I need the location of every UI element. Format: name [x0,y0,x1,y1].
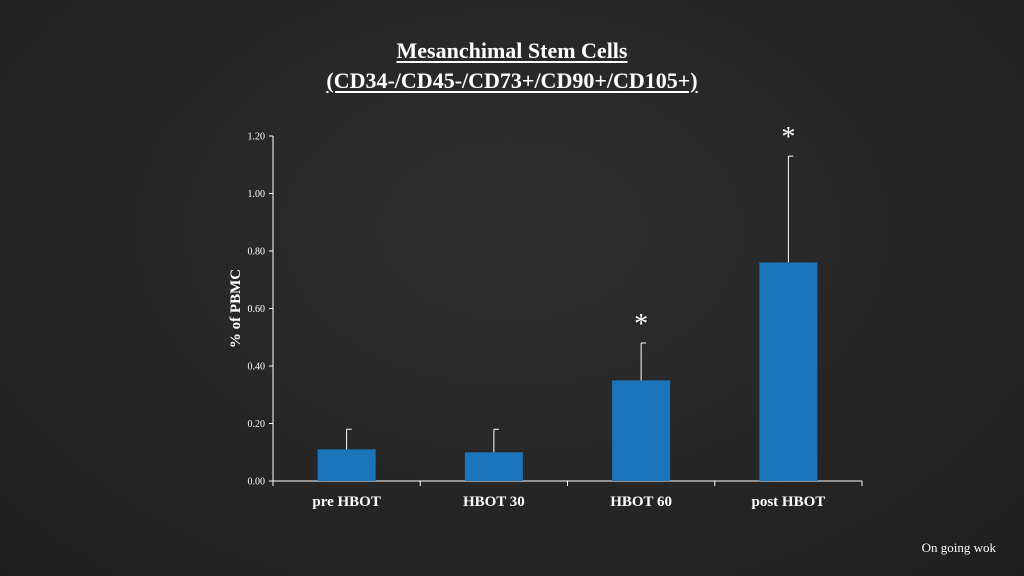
significance-marker: * [634,309,648,340]
x-category-label: HBOT 60 [610,494,672,510]
chart-labels: 0.00 0.20 0.40 0.60 0.80 1.00 1.20 pre HBOT HBOT… [228,122,825,510]
bar-pre-hbot [317,449,376,481]
x-category-label: post HBOT [751,494,825,510]
y-tick-label: 0.20 [248,419,266,430]
y-tick-label: 0.80 [248,247,266,258]
bar-post-hbot [759,262,818,481]
y-tick-label: 0.40 [248,362,266,373]
y-tick-label: 1.20 [248,132,266,143]
significance-marker: * [781,122,795,153]
bar-hbot-60 [612,380,671,481]
footer-note: On going wok [921,540,996,555]
chart-bars [317,155,818,481]
y-tick-label: 0.60 [248,304,266,315]
y-tick-label: 1.00 [248,189,266,200]
x-category-label: HBOT 30 [463,494,525,510]
y-tick-label: 0.00 [248,477,266,488]
x-category-label: pre HBOT [312,494,380,510]
chart-title-line-2: (CD34-/CD45-/CD73+/CD90+/CD105+) [326,68,698,93]
y-axis-label: % of PBMC [228,269,244,348]
bar-hbot-30 [464,452,523,481]
chart-title-line-1: Mesanchimal Stem Cells [396,38,628,63]
